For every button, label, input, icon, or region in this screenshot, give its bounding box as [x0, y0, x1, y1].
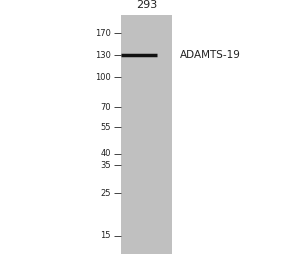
Text: 100: 100	[95, 73, 111, 82]
Text: 55: 55	[100, 123, 111, 132]
Bar	[121, 15, 172, 254]
Text: 170: 170	[95, 29, 111, 37]
Text: 293: 293	[136, 0, 157, 10]
Text: 40: 40	[100, 149, 111, 158]
Text: 70: 70	[100, 103, 111, 112]
Text: ADAMTS-19: ADAMTS-19	[180, 50, 241, 60]
Text: 130: 130	[95, 51, 111, 60]
Text: 35: 35	[100, 161, 111, 169]
Text: 25: 25	[100, 188, 111, 197]
Text: 15: 15	[100, 231, 111, 240]
